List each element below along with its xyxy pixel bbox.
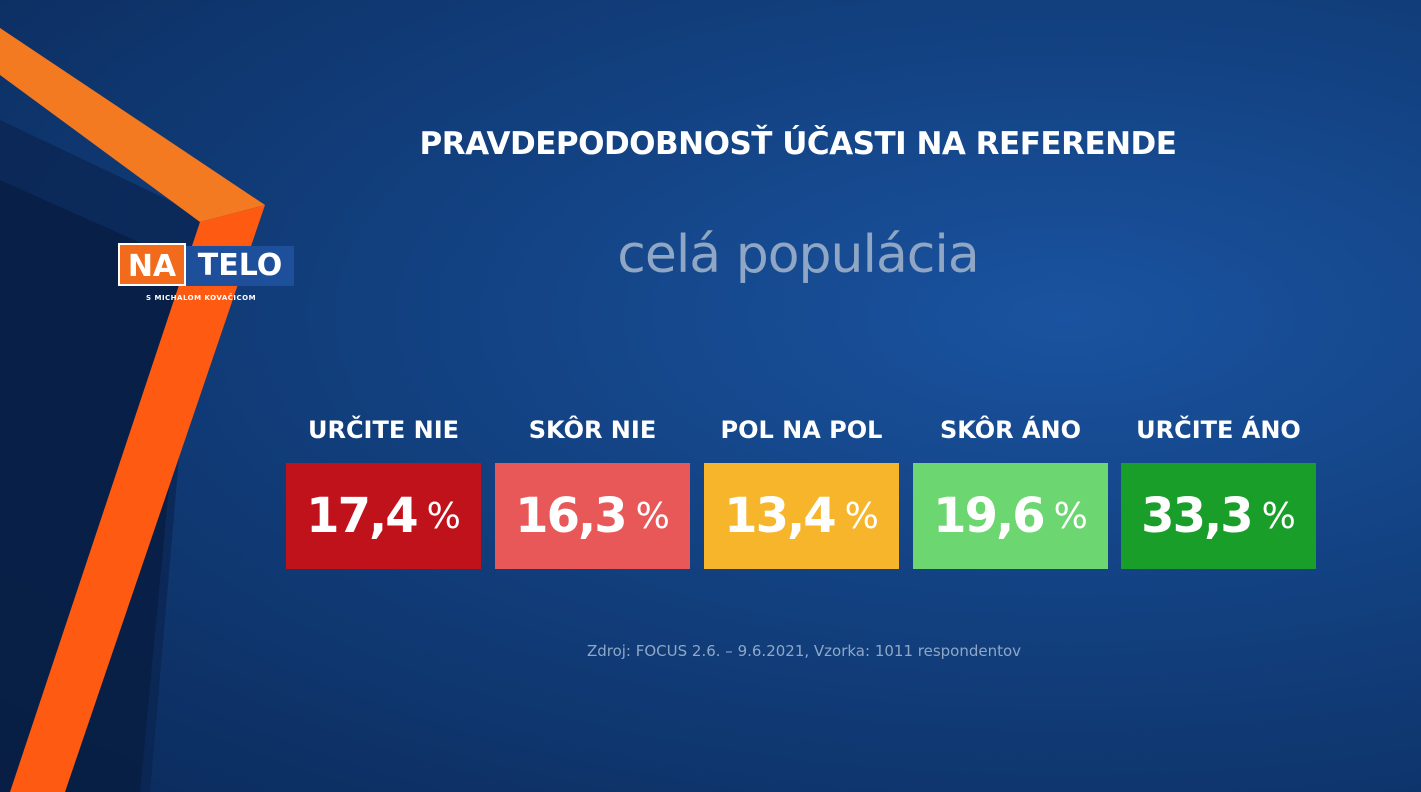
percent-sign: %: [844, 495, 879, 537]
source-note: Zdroj: FOCUS 2.6. – 9.6.2021, Vzorka: 10…: [586, 642, 1022, 660]
value-box: 33,3%: [1121, 463, 1316, 569]
logo-subtitle: S MICHALOM KOVAČICOM: [146, 294, 257, 302]
percent-sign: %: [1261, 495, 1296, 537]
percent-sign: %: [635, 495, 670, 537]
value-box: 16,3%: [495, 463, 690, 569]
value-label: 33,3: [1141, 488, 1253, 544]
percent-sign: %: [1053, 495, 1088, 537]
value-label: 13,4: [724, 488, 836, 544]
chart-subtitle: celá populácia: [617, 225, 979, 285]
percent-sign: %: [426, 495, 461, 537]
value-label: 19,6: [933, 488, 1045, 544]
category-label: SKÔR ÁNO: [939, 416, 1082, 444]
chart-title: PRAVDEPODOBNOSŤ ÚČASTI NA REFERENDE: [419, 126, 1177, 162]
logo-na: NA: [118, 243, 186, 286]
value-box: 19,6%: [913, 463, 1108, 569]
value-box: 13,4%: [704, 463, 899, 569]
value-label: 17,4: [306, 488, 418, 544]
category-label: SKÔR NIE: [528, 416, 657, 444]
value-box: 17,4%: [286, 463, 481, 569]
category-label: POL NA POL: [720, 416, 883, 444]
category-label: URČITE ÁNO: [1136, 416, 1301, 444]
category-label: URČITE NIE: [307, 416, 460, 444]
value-label: 16,3: [515, 488, 627, 544]
logo-telo: TELO: [186, 246, 294, 286]
